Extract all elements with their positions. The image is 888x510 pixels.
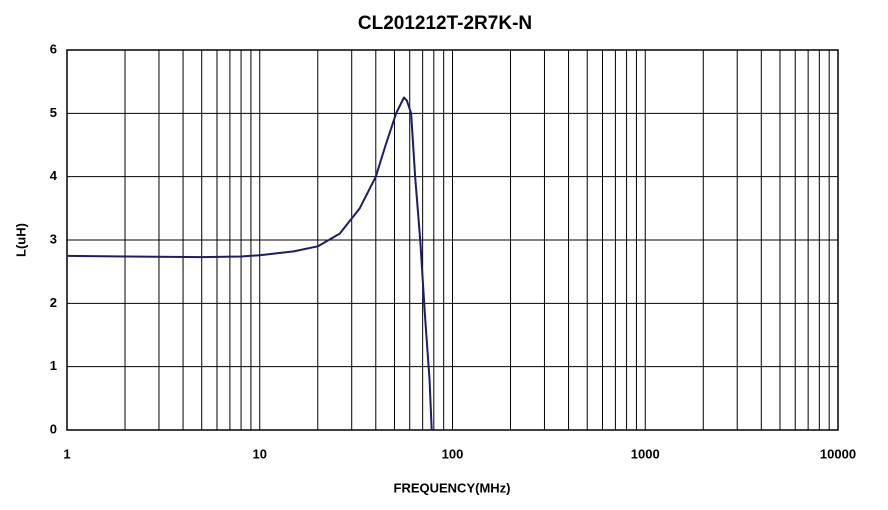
y-tick-label: 0 <box>50 421 57 436</box>
x-tick-label: 1 <box>63 446 70 461</box>
x-tick-label: 10 <box>253 446 267 461</box>
line-series <box>66 96 433 431</box>
y-tick-label: 6 <box>50 41 57 56</box>
x-tick-label: 100 <box>442 446 464 461</box>
x-tick-label: 10000 <box>820 446 856 461</box>
x-tick-label: 1000 <box>631 446 660 461</box>
y-tick-label: 3 <box>50 231 57 246</box>
plot-frame <box>66 49 839 431</box>
chart-title: CL201212T-2R7K-N <box>358 13 532 34</box>
y-tick-label: 2 <box>50 295 57 310</box>
y-tick-label: 4 <box>50 168 58 183</box>
y-tick-label: 1 <box>50 358 57 373</box>
y-axis-label: L(uH) <box>13 223 28 257</box>
x-axis-label: FREQUENCY(MHz) <box>394 480 511 495</box>
y-tick-label: 5 <box>50 105 57 120</box>
